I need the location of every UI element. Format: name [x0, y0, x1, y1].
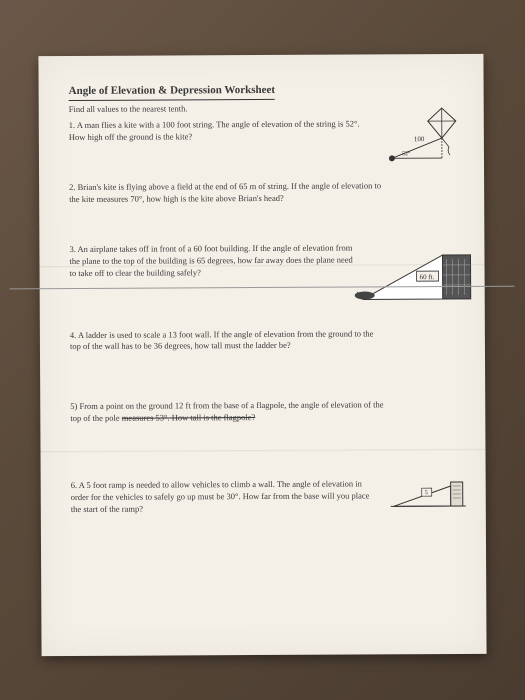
question-6: 6. A 5 foot ramp is needed to allow vehi…: [71, 478, 456, 516]
question-1: 1. A man flies a kite with a 100 foot st…: [69, 118, 454, 144]
q6-num: 6.: [71, 480, 77, 490]
question-4: 4. A ladder is used to scale a 13 foot w…: [70, 328, 455, 354]
question-2: 2. Brian's kite is flying above a field …: [69, 180, 454, 206]
airplane-diagram-icon: 60 ft.: [354, 247, 474, 308]
q5-num: 5): [70, 401, 77, 411]
kite-diagram-icon: 100 52°: [384, 103, 464, 163]
q2-num: 2.: [69, 182, 75, 192]
worksheet-title: Angle of Elevation & Depression Workshee…: [69, 83, 276, 101]
q6-text: A 5 foot ramp is needed to allow vehicle…: [71, 479, 370, 514]
q4-text: A ladder is used to scale a 13 foot wall…: [70, 328, 374, 351]
ramp-label: 5: [425, 490, 428, 496]
ramp-diagram-icon: 5: [386, 476, 471, 511]
kite-string-label: 100: [414, 135, 425, 143]
q5-text-strike: measures 53°. How tall is the flagpole?: [122, 412, 256, 423]
q1-text: A man flies a kite with a 100 foot strin…: [69, 119, 360, 142]
q1-num: 1.: [69, 120, 75, 130]
question-3: 3. An airplane takes off in front of a 6…: [69, 242, 454, 280]
q4-num: 4.: [70, 329, 76, 339]
building-height-label: 60 ft.: [420, 273, 435, 281]
q2-text: Brian's kite is flying above a field at …: [69, 180, 381, 204]
question-5: 5) From a point on the ground 12 ft from…: [70, 399, 455, 425]
q3-text: An airplane takes off in front of a 60 f…: [69, 242, 352, 277]
kite-angle-label: 52°: [402, 151, 411, 158]
worksheet-paper: Angle of Elevation & Depression Workshee…: [38, 54, 486, 656]
q3-num: 3.: [69, 244, 75, 254]
